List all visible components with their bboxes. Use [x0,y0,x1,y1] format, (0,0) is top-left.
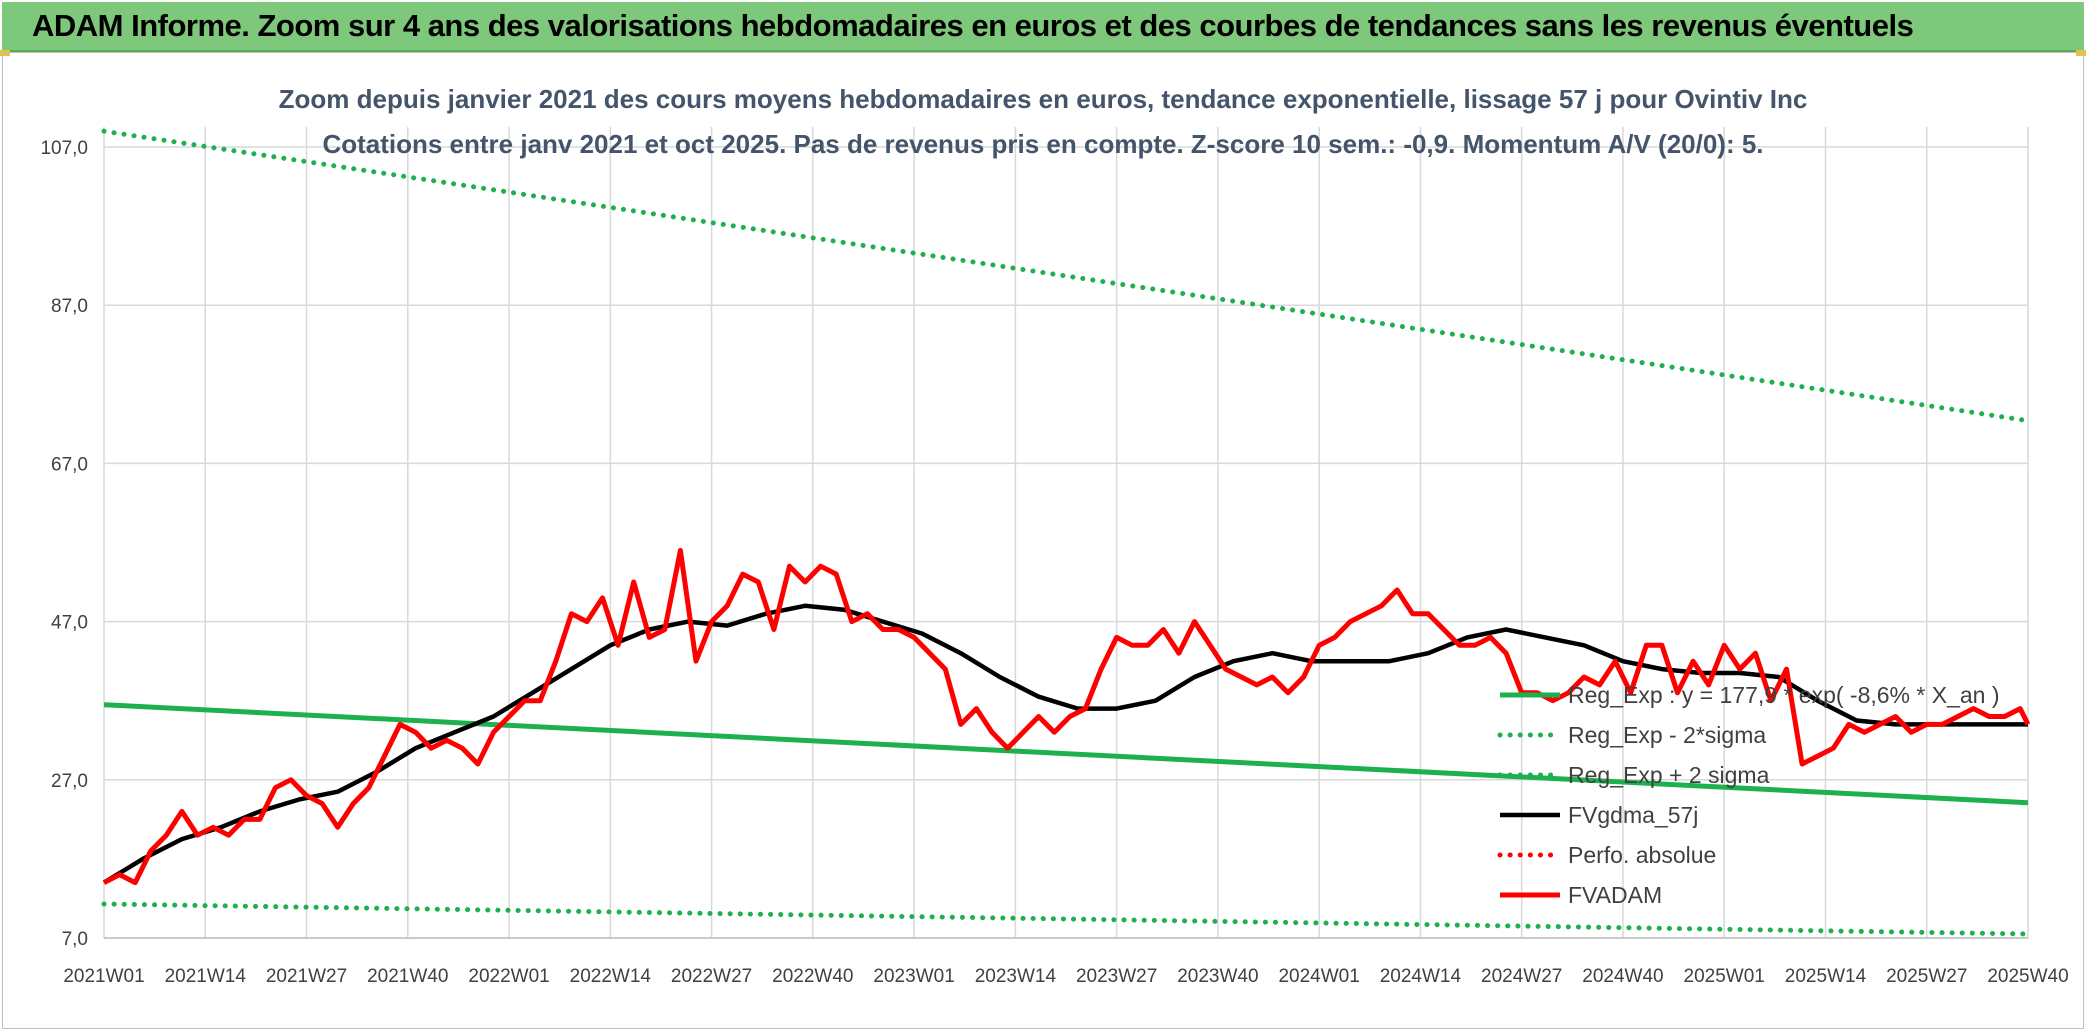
x-tick-label: 2025W40 [1987,966,2068,987]
y-tick-label: 27,0 [51,771,88,792]
series-line-0 [103,702,2029,806]
x-tick-label: 2021W27 [266,966,347,987]
chart-legend: Reg_Exp : y = 177,9 * exp( -8,6% * X_an … [1497,682,2000,908]
legend-label: FVgdma_57j [1568,802,1698,828]
chart-series [101,128,2031,937]
x-tick-label: 2022W27 [671,966,752,987]
x-tick-label: 2021W40 [367,966,448,987]
x-tick-label: 2025W27 [1886,966,1967,987]
x-tick-label: 2025W14 [1785,966,1867,987]
x-tick-label: 2024W27 [1481,966,1562,987]
chart-frame [2,52,2084,1029]
series-line-2 [101,128,2031,424]
y-tick-label: 107,0 [40,138,88,159]
title-banner: ADAM Informe. Zoom sur 4 ans des valoris… [2,2,2084,52]
x-tick-label: 2023W01 [873,966,954,987]
x-tick-label: 2025W01 [1684,966,1765,987]
x-tick-label: 2021W01 [63,966,144,987]
y-tick-label: 47,0 [51,613,88,634]
x-tick-label: 2024W14 [1380,966,1462,987]
legend-label: Perfo. absolue [1568,842,1716,868]
chart-grid [103,127,2029,939]
series-line-5 [102,547,2031,886]
chart-subtitle: Cotations entre janv 2021 et oct 2025. P… [322,129,1763,159]
y-tick-label: 67,0 [51,454,88,475]
y-axis: 107,0 87,0 67,0 47,0 27,0 7,0 [40,138,88,950]
x-tick-label: 2022W40 [772,966,853,987]
x-tick-label: 2021W14 [165,966,247,987]
x-tick-label: 2024W40 [1582,966,1663,987]
legend-label: Reg_Exp - 2*sigma [1568,722,1766,748]
banner-title: ADAM Informe. Zoom sur 4 ans des valoris… [32,8,1914,43]
x-tick-label: 2023W40 [1177,966,1258,987]
legend-label: Reg_Exp : y = 177,9 * exp( -8,6% * X_an … [1568,682,2000,708]
x-tick-label: 2024W01 [1278,966,1359,987]
x-axis: 2021W01 2021W14 2021W27 2021W40 2022W01 2022W… [63,966,2068,987]
legend-label: FVADAM [1568,882,1662,908]
corner-accent-right [2076,50,2086,56]
y-tick-label: 7,0 [62,929,88,950]
chart-title: Zoom depuis janvier 2021 des cours moyen… [279,84,1808,114]
x-tick-label: 2022W01 [468,966,549,987]
series-line-1 [101,901,2031,937]
corner-accent-left [0,50,10,56]
x-tick-label: 2023W27 [1076,966,1157,987]
x-tick-label: 2022W14 [570,966,652,987]
y-tick-label: 87,0 [51,296,88,317]
x-tick-label: 2023W14 [975,966,1057,987]
legend-label: Reg_Exp + 2 sigma [1568,762,1770,788]
